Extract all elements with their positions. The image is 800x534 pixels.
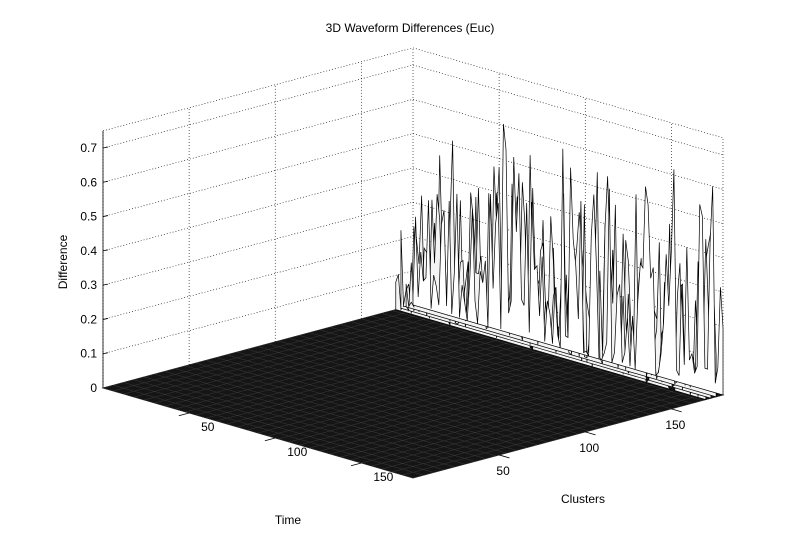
surface-peak-row <box>412 123 724 396</box>
time-tick-label: 150 <box>665 418 685 432</box>
time-tick-label: 100 <box>579 441 599 455</box>
x-axis-label: Time <box>275 513 302 527</box>
z-tick-label: 0 <box>90 381 97 395</box>
cluster-tick-label: 150 <box>373 470 393 484</box>
cluster-tick-label: 50 <box>201 420 215 434</box>
y-axis-label: Clusters <box>561 492 605 506</box>
z-tick-label: 0.5 <box>80 210 97 224</box>
time-tick-label: 50 <box>496 464 510 478</box>
z-axis-label: Difference <box>56 234 70 289</box>
z-tick-label: 0.1 <box>80 347 97 361</box>
z-tick-label: 0.4 <box>80 244 97 258</box>
z-tick-label: 0.2 <box>80 312 97 326</box>
surface-mesh <box>101 123 725 479</box>
z-tick-label: 0.3 <box>80 278 97 292</box>
cluster-tick-label: 100 <box>287 445 307 459</box>
chart-title: 3D Waveform Differences (Euc) <box>326 21 495 35</box>
z-tick-label: 0.6 <box>80 175 97 189</box>
time-axis-ticks: 150 100 50 <box>496 408 686 478</box>
cluster-axis-ticks: 50 100 150 <box>178 412 394 484</box>
z-axis-ticks: 0 0.1 0.2 0.3 0.4 0.5 0.6 0.7 <box>80 141 109 395</box>
z-tick-label: 0.7 <box>80 141 97 155</box>
